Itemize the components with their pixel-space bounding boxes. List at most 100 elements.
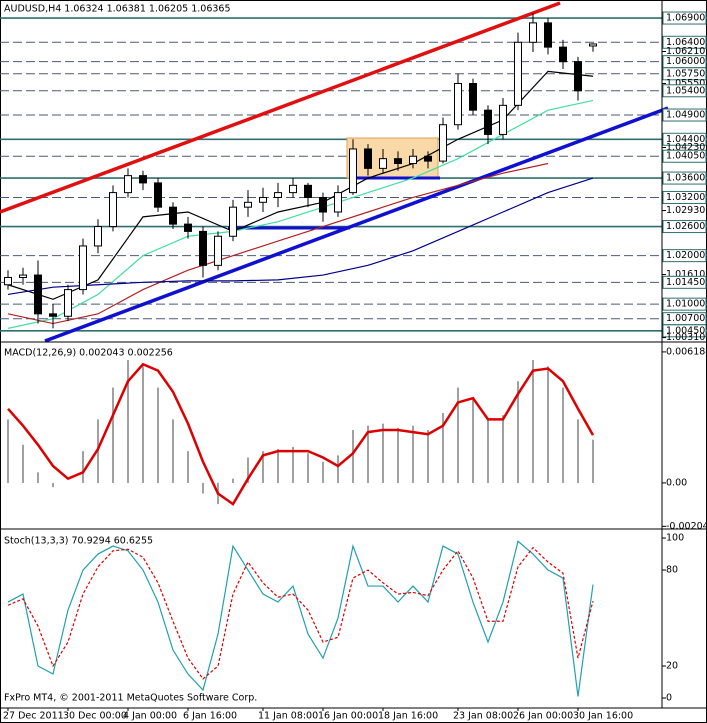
y-tick-label: 0.00 [666,477,687,488]
y-tick-label: 1.02930 [666,205,705,216]
candle-body [529,22,537,43]
candle-body [94,226,102,247]
macd-title: MACD(12,26,9) 0.002043 0.002256 [4,348,173,359]
candle-body [394,158,402,165]
moving-average [7,162,549,325]
y-tick-label: 1.06210 [666,46,705,57]
trend-line [44,106,669,343]
candle-body [229,206,237,237]
candle-body [319,196,327,213]
candle-body [574,61,582,92]
x-tick-label: 30 Dec 00:00 [63,711,127,722]
x-tick-label: 4 Jan 00:00 [123,711,177,722]
y-tick-label: 1.01450 [666,277,705,288]
y-tick-label: 20 [666,661,678,672]
level-label-box [662,249,707,263]
y-tick-label: 1.06900 [666,13,705,24]
candle-body [514,41,522,106]
y-tick-label: 1.03200 [666,192,705,203]
candle-body [79,245,87,291]
candle-body [304,184,312,198]
y-tick-label: -0.002048 [666,521,707,532]
candle-body [109,192,117,228]
candle-body [274,192,282,198]
candle-body [34,274,42,315]
y-tick-label: 0 [666,693,672,704]
y-tick-label: 1.01610 [666,269,705,280]
y-tick-label: 1.00700 [666,313,705,324]
y-tick-label: 100 [666,533,684,544]
candle-body [259,196,267,203]
y-tick-label: 1.04230 [666,142,705,153]
candle-body [124,175,132,194]
candle-body [469,82,477,111]
candle-body [289,184,297,194]
x-tick-label: 11 Jan 08:00 [258,711,318,722]
candle-body [19,274,27,278]
macd-signal [7,362,595,506]
level-label-box [662,67,707,81]
level-label-box [662,171,707,185]
candle-body [409,155,417,165]
y-tick-label: 1.03600 [666,173,705,184]
y-tick-label: 1.06400 [666,37,705,48]
candle-body [379,158,387,169]
candle-body [454,82,462,126]
candle-body [484,109,492,135]
candle-body [199,230,207,266]
y-tick-label: 1.05750 [666,68,705,79]
level-label-box [662,84,707,98]
y-tick-label: 1.00310 [666,332,705,343]
candle-body [559,46,567,63]
stoch-signal [7,546,594,680]
footer: FxPro MT4, © 2001-2011 MetaQuotes Softwa… [4,693,257,704]
y-tick-label: 1.06000 [666,56,705,67]
level-label-box [662,132,707,146]
candle-body [169,206,177,225]
candle-body [349,148,357,194]
candle-body [244,201,252,208]
level-label-box [662,35,707,49]
y-tick-label: 0.006184 [666,346,707,357]
candle-body [184,223,192,232]
y-tick-label: 1.05400 [666,85,705,96]
trend-line [0,1,561,214]
candle-body [334,192,342,213]
price-title: AUDUSD,H4 1.06324 1.06381 1.06205 1.0636… [4,4,231,15]
candle-body [499,104,507,135]
level-label-box [662,11,707,25]
candle-body [139,175,147,184]
candle-body [214,235,222,266]
candle-body [439,124,447,162]
x-tick-label: 16 Jan 00:00 [318,711,378,722]
candle-body [424,155,432,162]
y-tick-label: 1.02000 [666,250,705,261]
level-label-box [662,220,707,234]
candle-body [4,276,12,286]
candle-body [589,43,597,47]
candle-body [64,289,72,317]
candle-body [154,182,162,208]
y-tick-label: 1.01000 [666,299,705,310]
level-label-box [662,190,707,204]
moving-average [7,177,594,296]
y-tick-label: 1.02600 [666,221,705,232]
x-tick-label: 23 Jan 08:00 [453,711,513,722]
candle-body [49,313,57,317]
level-label-box [662,108,707,122]
y-tick-label: 1.05550 [666,78,705,89]
level-label-box [662,297,707,311]
y-tick-label: 1.00450 [666,325,705,336]
level-label-box [662,275,707,289]
level-label-box [662,149,707,163]
x-tick-label: 26 Jan 00:00 [513,711,573,722]
x-tick-label: 27 Dec 2011 [3,711,64,722]
stoch-title: Stoch(13,3,3) 70.9294 60.6255 [4,536,153,547]
x-tick-label: 30 Jan 16:00 [573,711,633,722]
stoch-main [7,540,594,697]
y-tick-label: 1.04900 [666,110,705,121]
y-tick-label: 1.04050 [666,151,705,162]
x-tick-label: 6 Jan 16:00 [183,711,237,722]
moving-average [7,70,594,300]
